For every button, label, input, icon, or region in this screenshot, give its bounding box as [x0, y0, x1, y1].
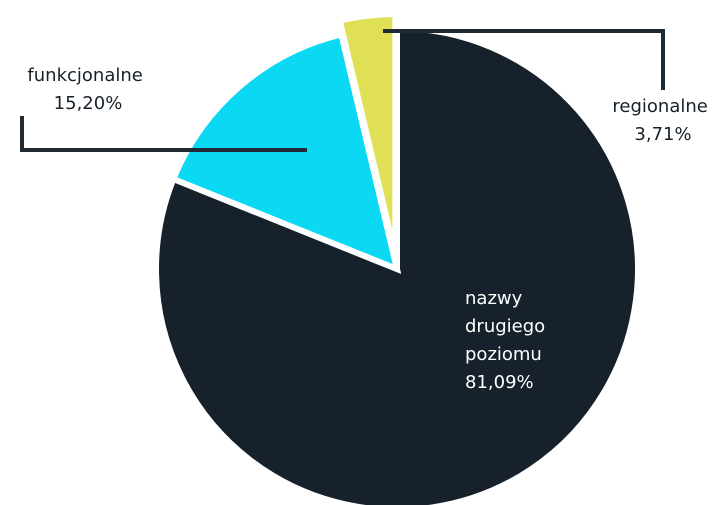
slice-label-line: nazwy	[465, 288, 523, 309]
leader-lines-group	[20, 29, 665, 152]
slice-regional	[336, 11, 399, 256]
leader-line-functional	[20, 116, 307, 152]
slice-label-regional: regionalne 3,71%	[612, 96, 713, 145]
slice-value-label: 15,20%	[54, 93, 123, 114]
slice-label-second-level: nazwy drugiego poziomu 81,09%	[465, 288, 551, 393]
slices-group	[153, 11, 641, 505]
leader-line-regional	[383, 29, 665, 90]
labels-group: nazwy drugiego poziomu 81,09% funkcjonal…	[27, 65, 713, 393]
slice-label-line: poziomu	[465, 344, 542, 365]
slice-value-label: 81,09%	[465, 372, 534, 393]
slice-label-line: drugiego	[465, 316, 545, 337]
slice-second-level	[153, 24, 641, 505]
slice-value-label: 3,71%	[634, 124, 691, 145]
slice-label-line: funkcjonalne	[27, 65, 142, 86]
slice-label-line: regionalne	[612, 96, 707, 117]
slice-label-functional: funkcjonalne 15,20%	[27, 65, 148, 114]
